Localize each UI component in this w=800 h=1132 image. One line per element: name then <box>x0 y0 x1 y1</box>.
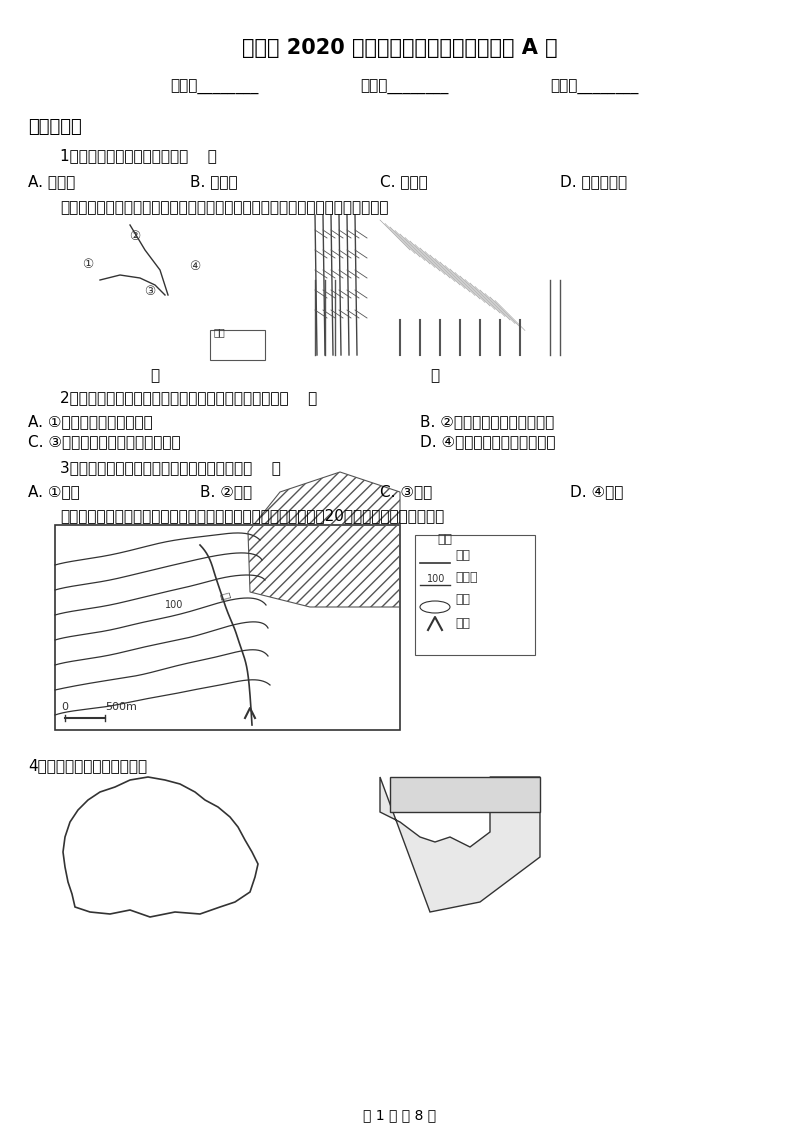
Text: 河: 河 <box>218 591 230 600</box>
Text: 0: 0 <box>62 702 69 712</box>
Text: 图例: 图例 <box>214 327 226 337</box>
Text: D. ④区域的林业生产非常发达: D. ④区域的林业生产非常发达 <box>420 434 555 449</box>
Text: 一、选择题: 一、选择题 <box>28 118 82 136</box>
Text: A. ①区域的耕地以旱地为主: A. ①区域的耕地以旱地为主 <box>28 414 153 429</box>
Text: 下图中甲为我国四大地理区域图，乙为我国某地传统民居，读下图回答下列各题。: 下图中甲为我国四大地理区域图，乙为我国某地传统民居，读下图回答下列各题。 <box>60 200 389 215</box>
Text: A. ①区域: A. ①区域 <box>28 484 80 499</box>
Text: D. 等降水量线: D. 等降水量线 <box>560 174 627 189</box>
Text: C. 等温线: C. 等温线 <box>380 174 428 189</box>
Text: ②: ② <box>130 230 141 243</box>
Text: 第 1 页 共 8 页: 第 1 页 共 8 页 <box>363 1108 437 1122</box>
Text: ①: ① <box>82 258 94 271</box>
Text: D. ④区域: D. ④区域 <box>570 484 623 499</box>
Text: B. ②区域: B. ②区域 <box>200 484 252 499</box>
Bar <box>210 331 265 360</box>
Text: 下图为我国南方某地等高线地形图（单位：米），图中等高距均为20米，据此完成下列各题。: 下图为我国南方某地等高线地形图（单位：米），图中等高距均为20米，据此完成下列各… <box>60 508 444 523</box>
Ellipse shape <box>420 601 450 614</box>
Text: 等高线: 等高线 <box>455 571 478 584</box>
Text: 成绩：________: 成绩：________ <box>550 80 638 95</box>
Text: 水域: 水域 <box>455 593 470 606</box>
Text: C. ③区域东部的居民喜欢摔跤比赛: C. ③区域东部的居民喜欢摔跤比赛 <box>28 434 181 449</box>
Text: 500m: 500m <box>105 702 137 712</box>
Text: 乙: 乙 <box>430 368 439 383</box>
Polygon shape <box>390 777 540 812</box>
Text: 山峰: 山峰 <box>455 617 470 631</box>
Text: 4．图示区域最大高差可能是: 4．图示区域最大高差可能是 <box>28 758 147 773</box>
Text: 河南省 2020 年七年级上学期期末地理试题 A 卷: 河南省 2020 年七年级上学期期末地理试题 A 卷 <box>242 38 558 58</box>
Text: 100: 100 <box>165 600 183 610</box>
Text: A. 等高线: A. 等高线 <box>28 174 75 189</box>
Text: B. 等深线: B. 等深线 <box>190 174 238 189</box>
Text: ③: ③ <box>144 285 156 298</box>
Text: 班级：________: 班级：________ <box>360 80 448 95</box>
Text: 100: 100 <box>427 574 446 584</box>
Text: B. ②区域的居民的主食为米饭: B. ②区域的居民的主食为米饭 <box>420 414 554 429</box>
Text: 姓名：________: 姓名：________ <box>170 80 258 95</box>
Bar <box>55 525 400 730</box>
Text: 图例: 图例 <box>438 533 453 546</box>
Text: 甲: 甲 <box>150 368 159 383</box>
Polygon shape <box>380 777 540 912</box>
Text: ④: ④ <box>190 260 201 273</box>
Text: 2．关于各区域传统生产、生活习惯的叙述，正确的是（    ）: 2．关于各区域传统生产、生活习惯的叙述，正确的是（ ） <box>60 391 318 405</box>
Text: 1．气温相等的各点连线叫做（    ）: 1．气温相等的各点连线叫做（ ） <box>60 148 217 163</box>
Text: 河流: 河流 <box>455 549 470 561</box>
Bar <box>415 535 535 655</box>
Text: C. ③区域: C. ③区域 <box>380 484 432 499</box>
Text: 3．图乙中的传统民居，主要分布于图甲中的（    ）: 3．图乙中的传统民居，主要分布于图甲中的（ ） <box>60 460 281 475</box>
